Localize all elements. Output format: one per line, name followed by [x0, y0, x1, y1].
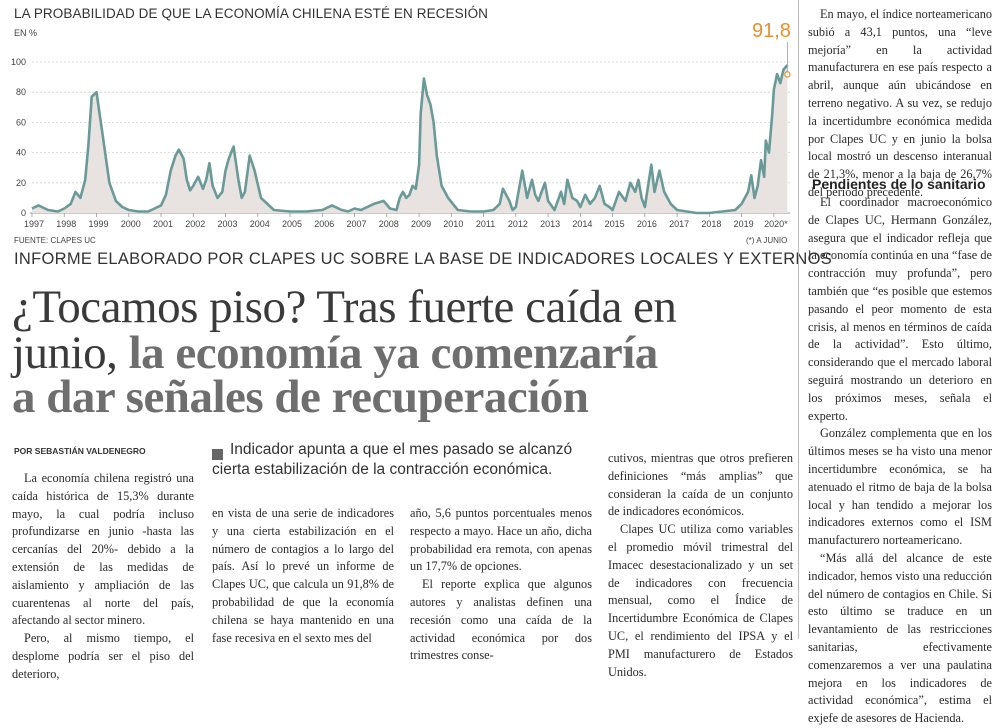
paragraph: El coordinador macroeconómico de Clapes …: [808, 195, 992, 423]
x-tick-label: 1998: [56, 219, 76, 229]
column-5-top: En mayo, el índice norteamericano subió …: [808, 6, 992, 202]
y-tick-label: 60: [16, 117, 26, 127]
paragraph: En mayo, el índice norteamericano subió …: [808, 7, 992, 199]
x-tick-label: 2000: [121, 219, 141, 229]
x-tick-label: 2008: [379, 219, 399, 229]
recession-probability-chart: 0 20 40 60 80 100 1997 1998 1999 2000 2001 2002 2003…: [11, 42, 791, 229]
x-tick-label: 2012: [508, 219, 528, 229]
y-tick-label: 100: [11, 57, 26, 67]
x-tick-label: 2014: [572, 219, 592, 229]
byline: POR SEBASTIÁN VALDENEGRO: [14, 446, 146, 456]
x-tick-label: 2011: [476, 219, 495, 229]
deck: Indicador apunta a que el mes pasado se …: [212, 441, 573, 478]
y-tick-label: 20: [16, 178, 26, 188]
column-3: año, 5,6 puntos porcentuales menos respe…: [410, 505, 592, 665]
x-tick-label: 1997: [24, 219, 44, 229]
x-tick-label: 2015: [605, 219, 625, 229]
x-tick-label: 2006: [314, 219, 334, 229]
x-tick-label: 2019: [734, 219, 754, 229]
series-line: [31, 64, 789, 215]
x-tick-label: 2005: [282, 219, 302, 229]
chart-y-unit: EN %: [14, 28, 38, 38]
paragraph: en vista de una serie de indicadores y u…: [212, 506, 394, 645]
paragraph: González complementa que en los últimos …: [808, 426, 992, 548]
paragraph: Pero, al mismo tiempo, el desplome podrí…: [12, 631, 194, 681]
paragraph: El reporte explica que algunos autores y…: [410, 577, 592, 663]
x-tick-label: 2003: [218, 219, 238, 229]
paragraph: cutivos, mientras que otros prefieren de…: [608, 451, 793, 519]
headline-kicker: INFORME ELABORADO POR CLAPES UC SOBRE LA…: [14, 250, 833, 268]
x-tick-label: 2002: [185, 219, 205, 229]
paragraph: La economía chilena registró una caída h…: [12, 471, 194, 628]
column-1: La economía chilena registró una caída h…: [12, 470, 194, 684]
series-area: [32, 65, 788, 213]
paragraph: Clapes UC utiliza como variables el prom…: [608, 522, 793, 679]
chart-source: FUENTE: CLAPES UC: [14, 236, 96, 245]
x-tick-label: 2009: [411, 219, 431, 229]
column-2: en vista de una serie de indicadores y u…: [212, 505, 394, 647]
x-tick-label: 2010: [443, 219, 463, 229]
y-tick-label: 80: [16, 87, 26, 97]
y-tick-label: 0: [21, 208, 26, 218]
headline-line-3: a dar señales de recuperación: [12, 371, 589, 423]
headline-part-4: a dar señales de recuperación: [12, 371, 589, 423]
x-tick-label: 2017: [669, 219, 689, 229]
x-tick-label: 2018: [701, 219, 721, 229]
y-tick-label: 40: [16, 148, 26, 158]
column-5-bottom: El coordinador macroeconómico de Clapes …: [808, 194, 992, 728]
x-tick-label: 2013: [540, 219, 560, 229]
x-tick-label: 2020*: [764, 219, 788, 229]
deck-square-icon: [212, 449, 223, 460]
headline-line-2: junio, la economía ya comenzaría: [12, 330, 658, 377]
x-tick-label: 2004: [250, 219, 270, 229]
section-subhead: Pendientes de lo sanitario: [812, 176, 986, 192]
headline-line-1: ¿Tocamos piso? Tras fuerte caída en: [12, 281, 677, 333]
paragraph: año, 5,6 puntos porcentuales menos respe…: [410, 506, 592, 574]
x-tick-label: 2007: [347, 219, 367, 229]
column-4: cutivos, mientras que otros prefieren de…: [608, 450, 793, 681]
column-divider: [798, 0, 799, 639]
headline-part-1: ¿Tocamos piso? Tras fuerte caída en: [12, 281, 677, 333]
chart-note: (*) A JUNIO: [746, 236, 788, 245]
headline-part-2: junio,: [12, 327, 129, 379]
chart-last-value: 91,8: [752, 20, 791, 42]
last-value-point: [784, 71, 791, 78]
x-tick-label: 2001: [153, 219, 173, 229]
x-tick-label: 2016: [637, 219, 657, 229]
headline-part-3: la economía ya comenzaría: [128, 327, 659, 379]
x-tick-label: 1999: [88, 219, 108, 229]
chart-title: LA PROBABILIDAD DE QUE LA ECONOMÍA CHILE…: [14, 6, 489, 21]
